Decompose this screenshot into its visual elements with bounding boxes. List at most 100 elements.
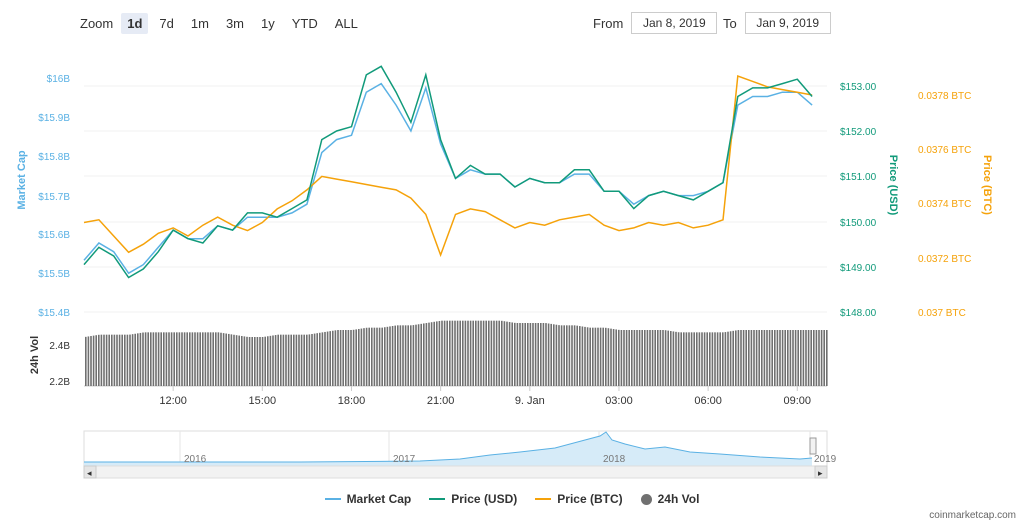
volume-bar xyxy=(654,330,656,386)
volume-bar xyxy=(308,334,311,386)
volume-bar xyxy=(256,337,259,386)
from-label: From xyxy=(593,15,624,31)
volume-bar xyxy=(381,327,383,386)
volume-bar xyxy=(124,334,126,386)
volume-bar xyxy=(667,330,669,386)
to-range: To Jan 9, 2019 xyxy=(723,12,831,34)
volume-bar xyxy=(220,332,222,386)
price-btc-line xyxy=(83,74,813,258)
volume-bar xyxy=(597,327,599,386)
volume-bar xyxy=(789,330,792,386)
volume-bar xyxy=(662,330,664,386)
volume-bar xyxy=(490,320,493,386)
zoom-button-ytd[interactable]: YTD xyxy=(291,15,318,31)
volume-bar xyxy=(241,335,243,386)
legend-item-price-btc[interactable]: Price (BTC) xyxy=(535,492,623,506)
volume-bar xyxy=(425,323,428,386)
volume-bar xyxy=(423,323,425,386)
navigator-year-label: 2017 xyxy=(393,454,416,465)
volume-bar xyxy=(165,332,168,386)
volume-bar xyxy=(430,322,433,386)
market-cap-tick-label: $16B xyxy=(47,74,71,85)
volume-bar xyxy=(358,328,360,386)
volume-bar xyxy=(134,333,136,386)
navigator: 2016 2017 2018 2019 ◂ ▸ xyxy=(83,430,837,479)
volume-bar xyxy=(404,325,407,386)
volume-bar xyxy=(267,336,269,386)
from-range: From Jan 8, 2019 xyxy=(593,12,718,34)
volume-bar xyxy=(386,326,389,386)
zoom-button-7d[interactable]: 7d xyxy=(159,15,174,31)
volume-bar xyxy=(433,321,435,386)
volume-bar xyxy=(659,330,662,386)
volume-bar xyxy=(763,330,766,386)
zoom-button-all[interactable]: ALL xyxy=(334,15,358,31)
x-tick-label: 21:00 xyxy=(427,395,455,407)
volume-bar xyxy=(625,330,628,386)
volume-bar xyxy=(155,332,157,386)
legend-item-24h-vol[interactable]: 24h Vol xyxy=(640,492,700,506)
volume-bar xyxy=(794,330,797,386)
volume-bar xyxy=(802,330,805,386)
legend-item-market-cap[interactable]: Market Cap xyxy=(324,492,411,506)
volume-bar xyxy=(677,332,680,386)
from-date-input[interactable]: Jan 8, 2019 xyxy=(631,12,718,34)
zoom-button-1d[interactable]: 1d xyxy=(121,12,149,34)
volume-bar xyxy=(722,332,724,386)
volume-bar xyxy=(560,325,563,386)
volume-bar xyxy=(464,320,467,386)
volume-bar xyxy=(254,337,256,386)
volume-bar xyxy=(144,332,147,386)
volume-bar xyxy=(402,325,404,386)
volume-bar xyxy=(607,328,610,386)
zoom-button-3m[interactable]: 3m xyxy=(225,15,244,31)
legend-label: 24h Vol xyxy=(657,492,700,506)
volume-bar xyxy=(709,332,711,386)
volume-bar xyxy=(581,326,584,386)
volume-bar xyxy=(163,332,165,386)
volume-bar xyxy=(173,332,175,386)
zoom-button-1m[interactable]: 1m xyxy=(190,15,209,31)
volume-bar xyxy=(472,320,474,386)
volume-bar xyxy=(378,327,381,386)
btc-tick-label: 0.0374 BTC xyxy=(918,199,971,210)
btc-tick-label: 0.037 BTC xyxy=(918,308,966,319)
volume-bar xyxy=(397,325,399,386)
volume-bar xyxy=(701,332,703,386)
volume-bar xyxy=(412,325,415,386)
credit-link[interactable]: coinmarketcap.com xyxy=(929,510,1016,521)
volume-bar xyxy=(683,332,685,386)
volume-bar xyxy=(337,330,339,386)
price-usd-line xyxy=(83,65,813,279)
volume-bar xyxy=(360,328,363,386)
btc-tick-label: 0.0376 BTC xyxy=(918,145,971,156)
usd-tick-label: $149.00 xyxy=(840,263,877,274)
scroll-left-icon: ◂ xyxy=(87,468,92,478)
x-tick-label: 18:00 xyxy=(338,395,366,407)
volume-bar xyxy=(454,320,456,386)
volume-bar xyxy=(818,330,820,386)
volume-bar xyxy=(199,332,201,386)
volume-bar xyxy=(649,330,651,386)
volume-bar xyxy=(85,336,87,386)
volume-bar xyxy=(186,332,188,386)
zoom-button-1y[interactable]: 1y xyxy=(261,15,275,31)
volume-bar xyxy=(319,332,321,386)
volume-bar xyxy=(758,330,760,386)
to-date-input[interactable]: Jan 9, 2019 xyxy=(744,12,831,34)
volume-bar xyxy=(368,327,370,386)
volume-bar xyxy=(776,330,779,386)
navigator-area xyxy=(84,432,812,466)
volume-bar xyxy=(373,327,376,386)
volume-bar xyxy=(449,320,451,386)
volume-bar xyxy=(703,332,706,386)
volume-bar xyxy=(111,334,113,386)
volume-bar xyxy=(196,332,199,386)
volume-bar xyxy=(716,332,719,386)
volume-bar xyxy=(446,320,448,386)
legend-item-price-usd[interactable]: Price (USD) xyxy=(429,492,517,506)
volume-bar xyxy=(407,325,409,386)
volume-bar xyxy=(129,334,131,386)
navigator-line xyxy=(84,431,813,463)
volume-bar xyxy=(295,334,298,386)
